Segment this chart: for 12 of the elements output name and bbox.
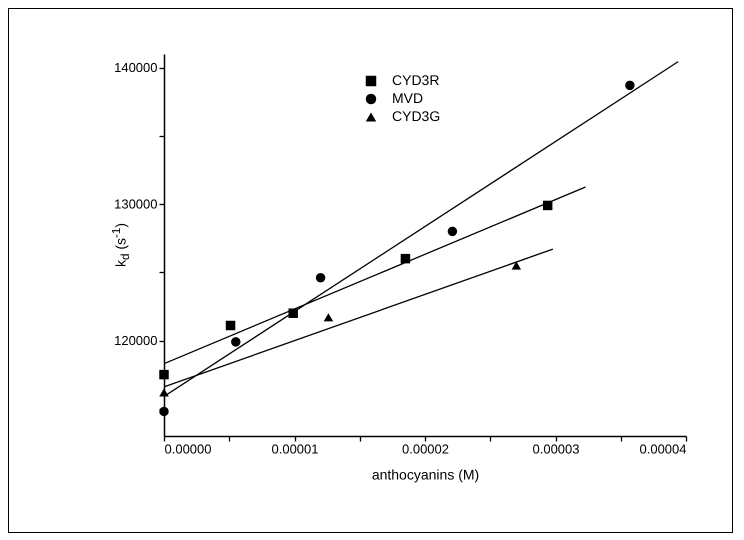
- x-tick-label: 0.00003: [532, 442, 580, 456]
- legend-label: CYD3G: [392, 108, 440, 124]
- legend-label: CYD3R: [392, 72, 440, 88]
- y-tick-label: 120000: [114, 333, 158, 348]
- x-axis-title: anthocyanins (M): [372, 466, 480, 482]
- y-tick-label: 130000: [114, 196, 158, 212]
- x-tick-label: 0.00001: [272, 442, 318, 456]
- y-tick-label: 140000: [114, 60, 158, 76]
- x-tick-label: 0.00002: [402, 442, 449, 456]
- x-tick-label: 0.00004: [640, 442, 686, 456]
- x-tick-label: 0.00000: [164, 442, 212, 456]
- legend-label: MVD: [392, 90, 424, 106]
